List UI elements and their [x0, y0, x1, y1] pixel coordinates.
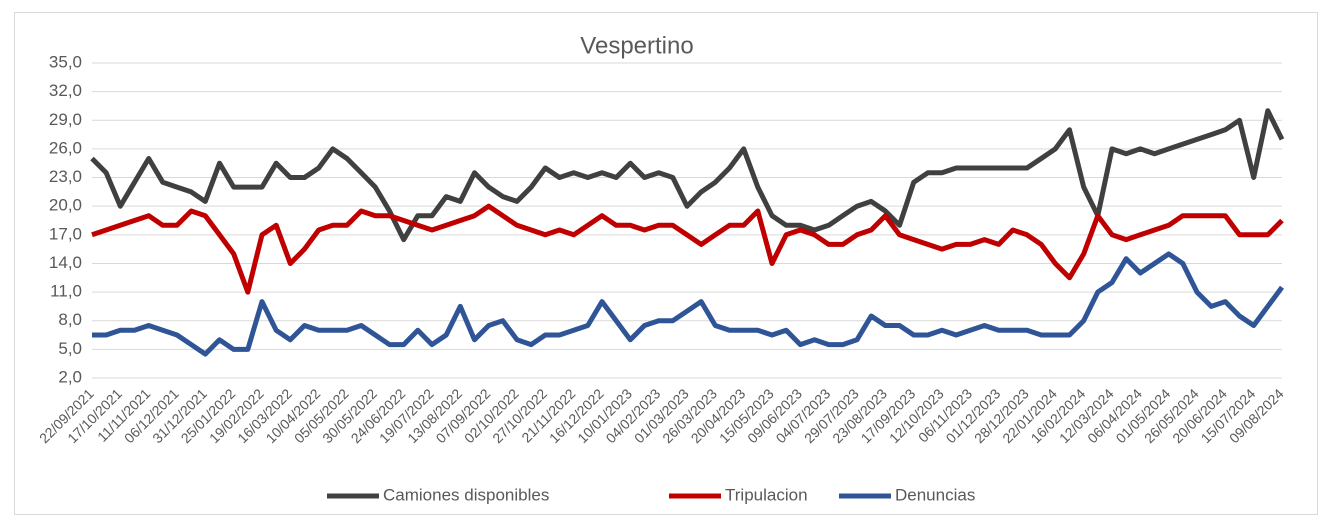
legend-label: Denuncias [895, 485, 975, 504]
y-tick-label: 20,0 [49, 196, 82, 215]
y-tick-label: 11,0 [50, 282, 82, 301]
y-tick-label: 29,0 [49, 110, 82, 129]
y-tick-label: 2,0 [58, 367, 82, 386]
y-tick-label: 32,0 [49, 81, 82, 100]
series-line [91, 203, 1284, 295]
y-tick-label: 26,0 [49, 138, 82, 157]
y-tick-label: 17,0 [49, 224, 82, 243]
chart-title: Vespertino [580, 32, 693, 59]
series-line [92, 251, 1285, 357]
y-tick-label: 23,0 [49, 167, 82, 186]
y-tick-label: 8,0 [58, 310, 82, 329]
legend-label: Camiones disponibles [383, 485, 549, 504]
y-tick-label: 35,0 [49, 52, 82, 71]
y-tick-label: 14,0 [49, 253, 82, 272]
legend-label: Tripulacion [725, 485, 808, 504]
y-tick-label: 5,0 [58, 339, 82, 358]
series-line [90, 108, 1285, 243]
